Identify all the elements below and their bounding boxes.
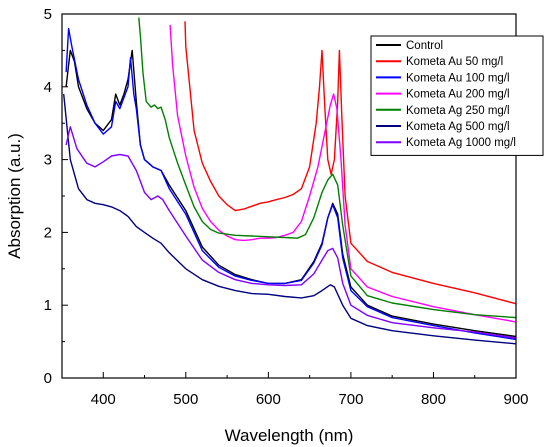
series-line-3 [65, 27, 516, 341]
legend-box [370, 35, 544, 156]
legend-label: Kometa Ag 250 mg/l [406, 105, 510, 117]
series-line-5 [138, 17, 516, 319]
legend-label: Control [406, 40, 443, 52]
series-line-7 [65, 126, 516, 339]
y-tick-label: 3 [44, 152, 52, 169]
x-tick-label: 600 [256, 391, 281, 408]
legend-label: Kometa Ag 500 mg/l [406, 121, 510, 133]
legend-label: Kometa Ag 1000 mg/l [406, 137, 516, 149]
axes-layer: 400 500 600 700 800 900 0 1 2 3 4 5 [44, 6, 529, 408]
y-tick-label: 1 [44, 297, 52, 314]
series-line-2 [184, 21, 516, 305]
x-tick-label: 400 [91, 391, 116, 408]
legend-label: Kometa Au 100 mg/l [406, 72, 510, 84]
series-line-6 [63, 94, 516, 345]
series-layer [63, 17, 516, 345]
y-tick-label: 0 [44, 370, 52, 387]
x-tick-label: 500 [173, 391, 198, 408]
y-tick-label: 5 [44, 6, 52, 23]
y-tick-label: 2 [44, 224, 52, 241]
x-tick-label: 800 [421, 391, 446, 408]
legend-label: Kometa Au 50 mg/l [406, 56, 503, 68]
legend-label: Kometa Au 200 mg/l [406, 89, 510, 101]
legend: Control Kometa Au 50 mg/l Kometa Au 100 mg… [370, 35, 544, 156]
y-axis-label: Absorption (a.u.) [5, 133, 24, 259]
x-tick-label: 900 [503, 391, 528, 408]
x-tick-label: 700 [338, 391, 363, 408]
series-line-4 [169, 24, 516, 323]
y-tick-label: 4 [44, 79, 52, 96]
x-axis-label: Wavelength (nm) [225, 426, 354, 445]
